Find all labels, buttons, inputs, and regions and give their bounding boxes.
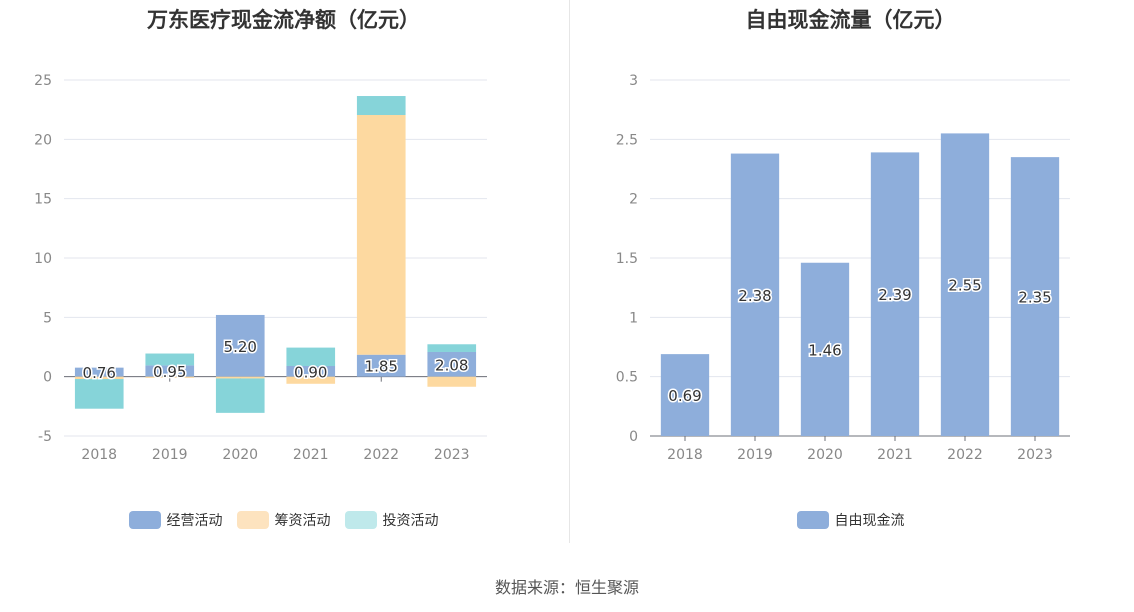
- x-tick-label: 2023: [1017, 447, 1053, 463]
- data-label: 2.38: [738, 287, 771, 305]
- legend-item-investing[interactable]: 投资活动: [344, 510, 439, 530]
- bar-投资活动: [427, 344, 477, 352]
- y-tick-label: 0.5: [616, 370, 638, 386]
- y-tick-label: 1.5: [616, 251, 638, 267]
- data-label: 1.46: [808, 341, 841, 359]
- bar-筹资活动: [356, 115, 406, 355]
- x-tick-label: 2023: [434, 447, 470, 463]
- data-label: 0.69: [668, 387, 701, 405]
- data-label: 2.39: [878, 286, 911, 304]
- data-label: 0.76: [83, 364, 116, 382]
- data-label: 0.95: [153, 363, 186, 381]
- bar-经营活动: [74, 367, 124, 377]
- x-tick-label: 2022: [947, 447, 983, 463]
- bar-经营活动: [427, 351, 477, 377]
- x-tick-label: 2019: [737, 447, 773, 463]
- bar-经营活动: [215, 314, 265, 377]
- legend-item-operating[interactable]: 经营活动: [128, 510, 223, 530]
- y-tick-label: 0: [629, 429, 638, 445]
- bar-投资活动: [74, 379, 124, 409]
- legend-swatch: [796, 511, 829, 529]
- legend-label: 投资活动: [382, 513, 439, 529]
- y-tick-label: 10: [34, 251, 52, 267]
- bar-筹资活动: [286, 376, 336, 384]
- legend-swatch: [236, 511, 269, 529]
- legend: 经营活动 筹资活动 投资活动: [0, 510, 567, 530]
- bar-筹资活动: [215, 376, 265, 379]
- data-source-note: 数据来源：恒生聚源: [494, 578, 639, 597]
- data-label: 1.85: [365, 358, 398, 376]
- cash-flow-chart-panel: 万东医疗现金流净额（亿元） 25 20 15 10 5 0 -5 2018 0.76 2019 0.…: [0, 0, 567, 545]
- legend-item-financing[interactable]: 筹资活动: [236, 510, 331, 530]
- x-tick-label: 2019: [152, 447, 188, 463]
- free-cash-flow-chart-panel: 自由现金流量（亿元） 3 2.5 2 1.5 1 0.5 0 2018 0.69 2019 2.38…: [567, 0, 1134, 545]
- data-label: 2.08: [435, 356, 468, 374]
- data-label: 2.55: [948, 277, 981, 295]
- x-tick-label: 2021: [293, 447, 329, 463]
- chart-title: 万东医疗现金流净额（亿元）: [147, 8, 420, 32]
- bar-自由现金流: [870, 152, 920, 437]
- x-tick-label: 2018: [667, 447, 703, 463]
- bar-投资活动: [286, 347, 336, 366]
- bar-经营活动: [356, 354, 406, 377]
- legend: 自由现金流: [567, 510, 1134, 530]
- data-label: 2.35: [1018, 289, 1051, 307]
- x-tick-label: 2020: [222, 447, 258, 463]
- bar-经营活动: [286, 365, 336, 377]
- y-tick-label: 20: [34, 132, 52, 148]
- bar-自由现金流: [730, 153, 780, 436]
- y-tick-label: 15: [34, 192, 52, 208]
- data-label: 5.20: [224, 338, 257, 356]
- bar-筹资活动: [427, 376, 477, 387]
- y-tick-label: 3: [629, 73, 638, 89]
- bar-投资活动: [145, 353, 195, 366]
- panel-divider: [569, 0, 570, 543]
- legend-label: 经营活动: [166, 513, 223, 529]
- x-tick-label: 2021: [877, 447, 913, 463]
- bar-自由现金流: [1010, 157, 1060, 436]
- free-cash-flow-chart: 3 2.5 2 1.5 1 0.5 0 2018 0.69 2019 2.38 2020 1.46 202…: [616, 73, 1070, 463]
- cash-flow-chart: 25 20 15 10 5 0 -5 2018 0.76 2019 0.95 2020 5.20 2021…: [34, 73, 487, 463]
- bar-投资活动: [356, 96, 406, 116]
- bar-自由现金流: [800, 262, 850, 436]
- y-tick-label: 2: [629, 192, 638, 208]
- chart-title: 自由现金流量（亿元）: [745, 8, 956, 32]
- bar-经营活动: [145, 365, 195, 377]
- x-tick-label: 2018: [81, 447, 117, 463]
- x-tick-label: 2022: [363, 447, 399, 463]
- data-label: 0.90: [294, 363, 327, 381]
- legend-label: 筹资活动: [274, 513, 331, 529]
- legend-label: 自由现金流: [834, 513, 905, 529]
- y-tick-label: 25: [34, 73, 52, 89]
- bar-筹资活动: [74, 376, 124, 380]
- bar-投资活动: [215, 378, 265, 413]
- y-tick-label: 1: [629, 310, 638, 326]
- bar-自由现金流: [940, 133, 990, 436]
- legend-swatch: [344, 511, 377, 529]
- y-tick-label: 5: [43, 310, 52, 326]
- y-tick-label: -5: [38, 429, 52, 445]
- x-tick-label: 2020: [807, 447, 843, 463]
- legend-swatch: [128, 511, 161, 529]
- bar-筹资活动: [145, 376, 195, 378]
- y-tick-label: 0: [43, 370, 52, 386]
- bar-自由现金流: [660, 354, 710, 436]
- legend-item-free-cash-flow[interactable]: 自由现金流: [796, 510, 905, 530]
- y-tick-label: 2.5: [616, 132, 638, 148]
